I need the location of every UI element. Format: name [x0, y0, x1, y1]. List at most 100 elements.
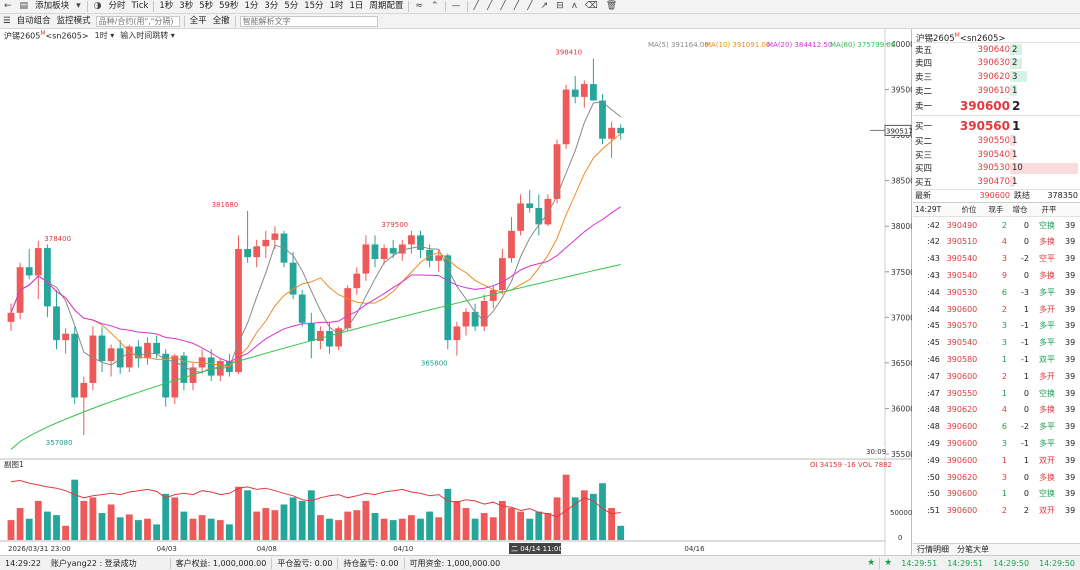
candle-body[interactable]	[571, 89, 579, 97]
candle-body[interactable]	[162, 353, 170, 398]
bid-level-4[interactable]: 买四 390530 10	[913, 162, 1080, 176]
candle-body[interactable]	[216, 361, 224, 376]
draw-arrow-icon[interactable]: ↗	[540, 1, 549, 11]
connection-star-icon[interactable]: ★	[884, 558, 893, 568]
candle-body[interactable]	[508, 230, 515, 259]
candle-body[interactable]	[198, 357, 206, 368]
ask-level-1[interactable]: 卖五 390640 2	[913, 43, 1080, 57]
period-fenshi[interactable]: 分时	[108, 1, 126, 11]
candle-body[interactable]	[71, 333, 79, 398]
period-button[interactable]: 5秒	[199, 1, 214, 11]
candle-body[interactable]	[526, 203, 534, 208]
candle-body[interactable]	[307, 322, 315, 342]
period-button[interactable]: 1日	[349, 1, 364, 11]
period-button[interactable]: 3分	[264, 1, 279, 11]
candle-body[interactable]	[435, 255, 443, 261]
bid-level-1[interactable]: 买一 390560 1	[913, 117, 1080, 134]
candle-body[interactable]	[499, 258, 506, 290]
tab-big-orders[interactable]: 分笔大单	[957, 545, 989, 554]
period-button[interactable]: 15分	[304, 1, 324, 11]
line-tool-icon[interactable]: —	[451, 1, 461, 11]
back-arrow-icon[interactable]: ←	[4, 1, 12, 11]
ask-level-2[interactable]: 卖四 390630 2	[913, 57, 1080, 71]
auto-combo-button[interactable]: 自动组合	[16, 15, 51, 26]
candle-body[interactable]	[125, 346, 133, 368]
connection-star-icon[interactable]: ★	[867, 558, 876, 568]
collapse-icon[interactable]: ⌃	[430, 1, 439, 11]
chart-area[interactable]: 沪锡2605M<sn2605> 1时 ▾ 输入时间跳转 ▾ 4000003950…	[0, 29, 912, 555]
tab-tick-detail[interactable]: 行情明细	[917, 545, 949, 554]
candle-body[interactable]	[480, 300, 488, 327]
period-button[interactable]: 1时	[329, 1, 344, 11]
bid-level-2[interactable]: 买二 390550 1	[913, 134, 1080, 148]
candle-body[interactable]	[599, 100, 606, 139]
candle-body[interactable]	[380, 248, 388, 260]
candle-body[interactable]	[471, 311, 479, 327]
candle-body[interactable]	[7, 312, 15, 322]
candle-body[interactable]	[116, 348, 124, 368]
candle-body[interactable]	[590, 84, 597, 101]
period-button[interactable]: 5分	[284, 1, 299, 11]
candle-body[interactable]	[398, 244, 406, 254]
draw-fib-icon[interactable]: ⊟	[556, 1, 564, 11]
candle-body[interactable]	[25, 267, 33, 276]
period-button[interactable]: 1秒	[159, 1, 174, 11]
ai-parse-input[interactable]	[239, 15, 378, 27]
candle-body[interactable]	[489, 290, 497, 301]
candle-body[interactable]	[462, 311, 470, 327]
candle-body[interactable]	[244, 249, 251, 258]
monitor-mode-button[interactable]: 监控模式	[56, 15, 91, 26]
candle-body[interactable]	[262, 239, 270, 247]
tick-table[interactable]: :42 390490 2 0 空换 39:42 390510 4 0 多换 39:43 390540 3…	[913, 217, 1080, 519]
expand-up-icon[interactable]: ≈	[415, 1, 423, 11]
code-input[interactable]	[95, 15, 180, 27]
draw-text-icon[interactable]: ʌ	[571, 1, 578, 11]
bid-level-3[interactable]: 买三 390540 1	[913, 148, 1080, 162]
candle-body[interactable]	[562, 89, 570, 145]
candle-body[interactable]	[289, 262, 297, 295]
candle-body[interactable]	[326, 331, 333, 347]
candle-body[interactable]	[453, 326, 461, 341]
candle-body[interactable]	[62, 333, 69, 341]
candle-body[interactable]	[34, 248, 42, 276]
candle-body[interactable]	[80, 382, 88, 398]
draw-parallel-icon[interactable]: ╱	[527, 1, 533, 11]
candle-body[interactable]	[180, 355, 188, 383]
candle-body[interactable]	[553, 144, 561, 199]
bid-level-5[interactable]: 买五 390470 1	[913, 175, 1080, 189]
candle-body[interactable]	[517, 203, 524, 231]
time-jump-input[interactable]: 输入时间跳转 ▾	[120, 31, 175, 40]
candle-body[interactable]	[98, 335, 106, 362]
candle-body[interactable]	[207, 357, 215, 376]
candle-body[interactable]	[153, 342, 160, 354]
candle-body[interactable]	[317, 331, 324, 342]
candle-body[interactable]	[271, 233, 279, 240]
candle-body[interactable]	[144, 342, 151, 359]
eraser-icon[interactable]: ⌫	[585, 1, 598, 11]
candle-body[interactable]	[44, 248, 51, 307]
candle-body[interactable]	[53, 306, 60, 341]
candle-body[interactable]	[371, 244, 379, 260]
draw-segment-icon[interactable]: ╱	[500, 1, 506, 11]
ask-level-3[interactable]: 卖三 390620 3	[913, 70, 1080, 84]
candle-body[interactable]	[298, 294, 306, 323]
candle-body[interactable]	[417, 235, 424, 250]
candle-body[interactable]	[580, 84, 588, 97]
candle-body[interactable]	[344, 288, 352, 329]
candle-body[interactable]	[335, 328, 342, 347]
candle-body[interactable]	[444, 255, 452, 341]
candle-body[interactable]	[235, 249, 242, 372]
chart-period[interactable]: 1时 ▾	[94, 31, 115, 40]
theme-toggle-icon[interactable]: ◑	[93, 1, 102, 11]
candle-body[interactable]	[535, 208, 543, 225]
period-tick[interactable]: Tick	[131, 1, 149, 11]
period-button[interactable]: 周期配置	[369, 1, 404, 11]
candle-body[interactable]	[107, 348, 115, 362]
candle-body[interactable]	[135, 346, 142, 359]
candle-body[interactable]	[89, 335, 97, 383]
candle-body[interactable]	[408, 235, 415, 245]
candle-body[interactable]	[353, 273, 361, 289]
draw-line-icon[interactable]: ╱	[473, 1, 479, 11]
add-block-button[interactable]: 添加板块	[35, 1, 70, 11]
menu-icon[interactable]: ☰	[3, 15, 11, 26]
